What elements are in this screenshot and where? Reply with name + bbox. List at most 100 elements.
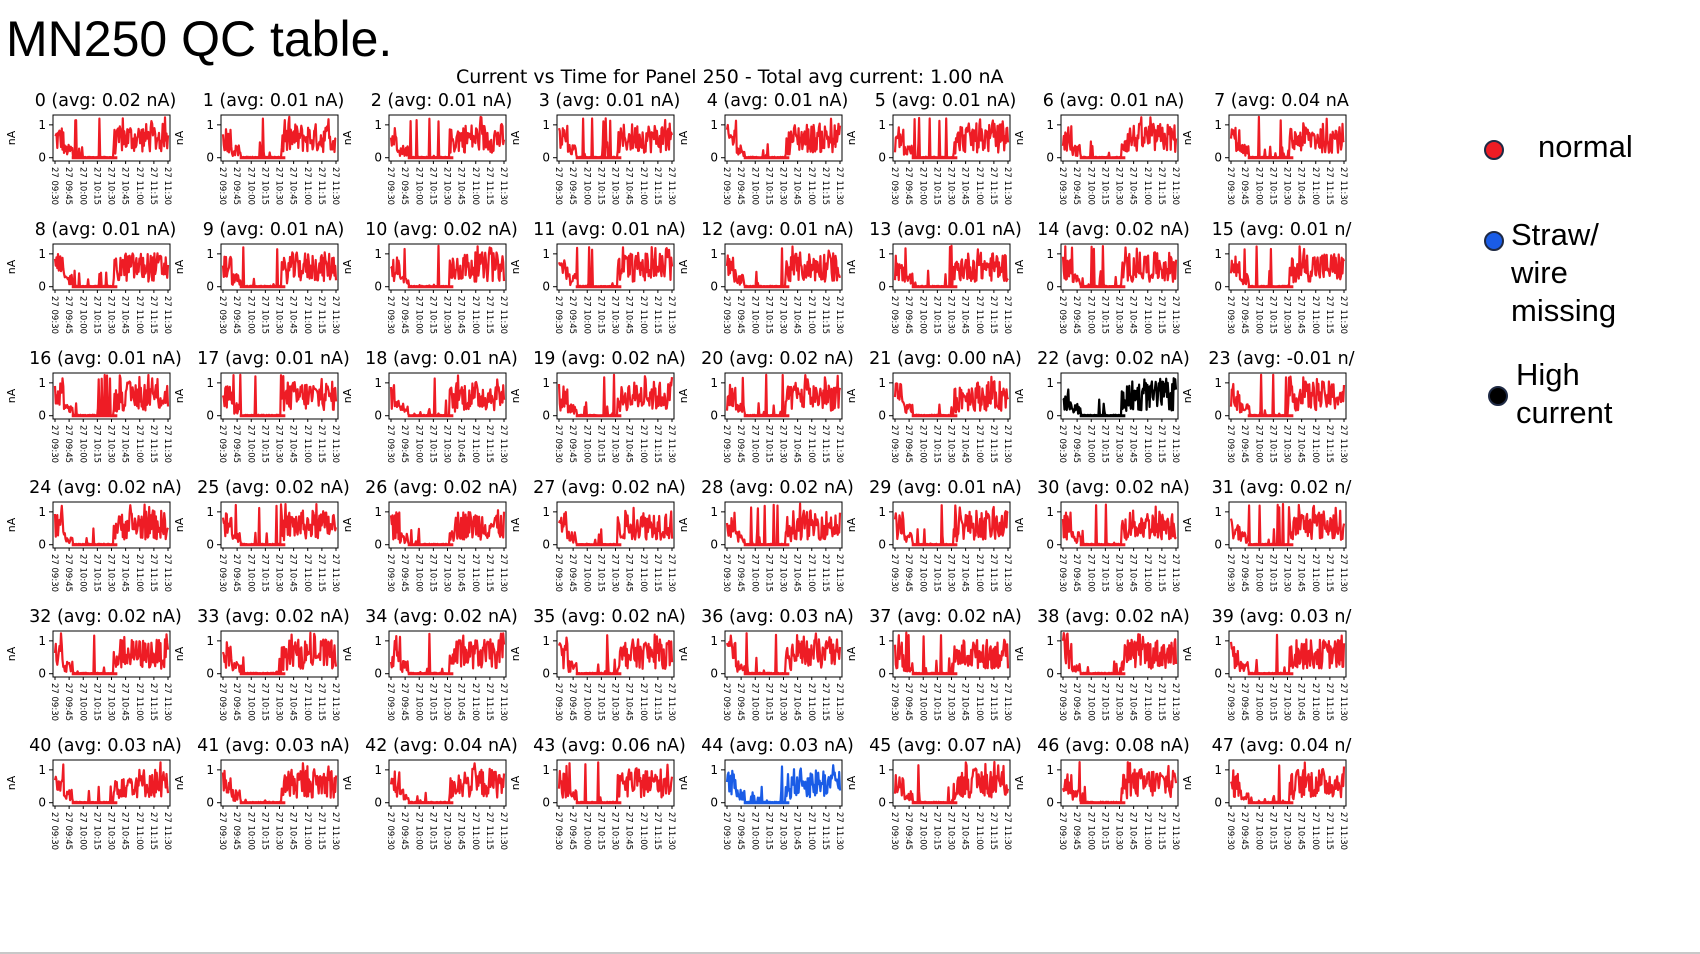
current-trace [557, 246, 674, 288]
x-tick-label: 27 11:00 [302, 167, 312, 205]
y-axis-label: nA [1013, 388, 1026, 403]
x-tick-label: 27 10:45 [1296, 683, 1306, 721]
x-tick-label: 27 10:45 [120, 167, 130, 205]
x-tick-label: 27 10:00 [1085, 167, 1095, 205]
x-tick-label: 27 10:30 [778, 296, 788, 334]
x-tick-label: 27 11:30 [162, 554, 172, 592]
panel-title: 28 (avg: 0.02 nA) [701, 478, 854, 498]
x-tick-label: 27 10:00 [77, 554, 87, 592]
x-tick-label: 27 10:00 [245, 296, 255, 334]
y-tick-label: 1 [374, 505, 382, 519]
wire-panel-16: 16 (avg: 0.01 nA) nA 0 1 27 09:30 27 09:45 27 … [5, 349, 182, 463]
x-tick-label: 27 10:30 [778, 812, 788, 850]
x-tick-label: 27 10:30 [610, 554, 620, 592]
wire-panel-8: 8 (avg: 0.01 nA) nA 0 1 27 09:30 27 09:45 27 1… [5, 220, 176, 334]
x-tick-label: 27 10:00 [1253, 554, 1263, 592]
wire-panel-21: 21 (avg: 0.00 nA) nA 0 1 27 09:30 27 09:45 27 … [845, 349, 1022, 463]
x-tick-label: 27 10:00 [917, 425, 927, 463]
x-tick-label: 27 11:15 [316, 683, 326, 721]
x-tick-label: 27 11:30 [666, 683, 676, 721]
y-tick-label: 1 [710, 247, 718, 261]
x-tick-label: 27 09:45 [399, 812, 409, 850]
x-tick-label: 27 10:00 [749, 167, 759, 205]
wire-panel-4: 4 (avg: 0.01 nA) nA 0 1 27 09:30 27 09:45 27 1… [677, 91, 848, 205]
current-trace [221, 503, 338, 546]
x-tick-label: 27 10:45 [792, 554, 802, 592]
current-trace [389, 632, 506, 675]
panel-title: 34 (avg: 0.02 nA) [365, 607, 518, 627]
x-tick-label: 27 10:30 [1114, 167, 1124, 205]
x-tick-label: 27 10:00 [413, 683, 423, 721]
panel-title: 26 (avg: 0.02 nA) [365, 478, 518, 498]
panel-title: 12 (avg: 0.01 nA) [701, 220, 854, 240]
panel-title: 46 (avg: 0.08 nA) [1037, 736, 1190, 756]
y-axis-label: nA [341, 646, 354, 661]
x-tick-label: 27 11:00 [470, 425, 480, 463]
x-tick-label: 27 10:45 [624, 683, 634, 721]
x-tick-label: 27 10:30 [1114, 296, 1124, 334]
x-tick-label: 27 09:30 [49, 425, 59, 463]
x-tick-label: 27 09:30 [889, 167, 899, 205]
y-tick-label: 0 [710, 538, 718, 552]
x-tick-label: 27 09:45 [903, 296, 913, 334]
current-trace [1229, 115, 1345, 159]
current-trace [1061, 116, 1178, 159]
x-tick-label: 27 10:30 [1282, 683, 1292, 721]
y-axis-label: nA [1013, 775, 1026, 790]
x-tick-label: 27 10:15 [427, 812, 437, 850]
x-tick-label: 27 11:00 [470, 812, 480, 850]
y-tick-label: 0 [1214, 280, 1222, 294]
x-tick-label: 27 11:00 [302, 554, 312, 592]
panel-title: 25 (avg: 0.02 nA) [197, 478, 350, 498]
x-tick-label: 27 11:30 [1170, 296, 1180, 334]
x-tick-label: 27 11:30 [498, 683, 508, 721]
y-axis-label: nA [509, 517, 522, 532]
y-tick-label: 1 [542, 376, 550, 390]
wire-panel-32: 32 (avg: 0.02 nA) nA 0 1 27 09:30 27 09:45 27 … [5, 607, 182, 721]
x-tick-label: 27 10:45 [456, 683, 466, 721]
y-axis-label: nA [845, 130, 858, 145]
panel-title: 30 (avg: 0.02 nA) [1037, 478, 1190, 498]
panel-title: 5 (avg: 0.01 nA) [875, 91, 1017, 111]
y-tick-label: 1 [878, 505, 886, 519]
wire-panel-22: 22 (avg: 0.02 nA) nA 0 1 27 09:30 27 09:45 27 … [1013, 349, 1190, 463]
x-tick-label: 27 10:00 [77, 167, 87, 205]
y-tick-label: 1 [38, 763, 46, 777]
x-tick-label: 27 09:30 [721, 554, 731, 592]
x-tick-label: 27 10:30 [1282, 167, 1292, 205]
panel-title: 32 (avg: 0.02 nA) [29, 607, 182, 627]
x-tick-label: 27 11:00 [1310, 167, 1320, 205]
x-tick-label: 27 09:45 [1239, 425, 1249, 463]
x-tick-label: 27 11:00 [806, 683, 816, 721]
x-tick-label: 27 11:00 [1310, 683, 1320, 721]
panel-title: 45 (avg: 0.07 nA) [869, 736, 1022, 756]
x-tick-label: 27 10:15 [427, 296, 437, 334]
current-trace [1061, 761, 1178, 804]
x-tick-label: 27 09:30 [217, 167, 227, 205]
y-tick-label: 1 [1046, 505, 1054, 519]
x-tick-label: 27 11:15 [484, 683, 494, 721]
x-tick-label: 27 09:45 [399, 167, 409, 205]
x-tick-label: 27 09:30 [553, 812, 563, 850]
current-trace [1062, 377, 1178, 417]
wire-panel-33: 33 (avg: 0.02 nA) nA 0 1 27 09:30 27 09:45 27 … [173, 607, 350, 721]
x-tick-label: 27 10:00 [245, 554, 255, 592]
x-tick-label: 27 11:15 [988, 167, 998, 205]
x-tick-label: 27 11:30 [330, 683, 340, 721]
x-tick-label: 27 09:45 [231, 425, 241, 463]
x-tick-label: 27 11:30 [1338, 296, 1348, 334]
y-axis-label: nA [845, 646, 858, 661]
wire-panel-11: 11 (avg: 0.01 nA) nA 0 1 27 09:30 27 09:45 27 … [509, 220, 686, 334]
y-axis-label: nA [509, 130, 522, 145]
x-tick-label: 27 11:15 [988, 812, 998, 850]
x-tick-label: 27 11:15 [1156, 425, 1166, 463]
x-tick-label: 27 09:30 [385, 683, 395, 721]
x-tick-label: 27 11:30 [330, 167, 340, 205]
current-trace [1229, 633, 1346, 675]
current-trace [1229, 245, 1346, 288]
x-tick-label: 27 11:00 [1142, 812, 1152, 850]
x-tick-label: 27 10:00 [1085, 554, 1095, 592]
x-tick-label: 27 10:15 [1099, 554, 1109, 592]
x-tick-label: 27 11:00 [1142, 683, 1152, 721]
x-tick-label: 27 11:15 [148, 425, 158, 463]
